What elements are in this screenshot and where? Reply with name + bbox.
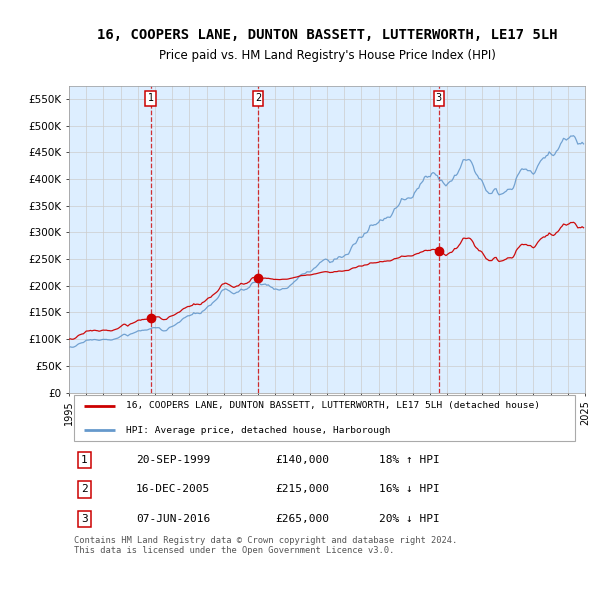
Text: 07-JUN-2016: 07-JUN-2016 (136, 514, 211, 524)
Text: 3: 3 (81, 514, 88, 524)
Text: 2: 2 (255, 93, 262, 103)
Text: Contains HM Land Registry data © Crown copyright and database right 2024.
This d: Contains HM Land Registry data © Crown c… (74, 536, 457, 555)
Text: 1: 1 (148, 93, 154, 103)
Text: 1: 1 (81, 455, 88, 465)
Text: £215,000: £215,000 (275, 484, 329, 494)
Text: 16% ↓ HPI: 16% ↓ HPI (379, 484, 439, 494)
Text: 3: 3 (436, 93, 442, 103)
Text: 20-SEP-1999: 20-SEP-1999 (136, 455, 211, 465)
Text: £265,000: £265,000 (275, 514, 329, 524)
Text: 16-DEC-2005: 16-DEC-2005 (136, 484, 211, 494)
Text: 18% ↑ HPI: 18% ↑ HPI (379, 455, 439, 465)
Text: HPI: Average price, detached house, Harborough: HPI: Average price, detached house, Harb… (126, 426, 390, 435)
Text: 2: 2 (81, 484, 88, 494)
Text: 20% ↓ HPI: 20% ↓ HPI (379, 514, 439, 524)
Text: £140,000: £140,000 (275, 455, 329, 465)
Text: Price paid vs. HM Land Registry's House Price Index (HPI): Price paid vs. HM Land Registry's House … (158, 49, 496, 62)
FancyBboxPatch shape (74, 395, 575, 441)
Text: 16, COOPERS LANE, DUNTON BASSETT, LUTTERWORTH, LE17 5LH (detached house): 16, COOPERS LANE, DUNTON BASSETT, LUTTER… (126, 401, 540, 410)
Text: 16, COOPERS LANE, DUNTON BASSETT, LUTTERWORTH, LE17 5LH: 16, COOPERS LANE, DUNTON BASSETT, LUTTER… (97, 28, 557, 42)
